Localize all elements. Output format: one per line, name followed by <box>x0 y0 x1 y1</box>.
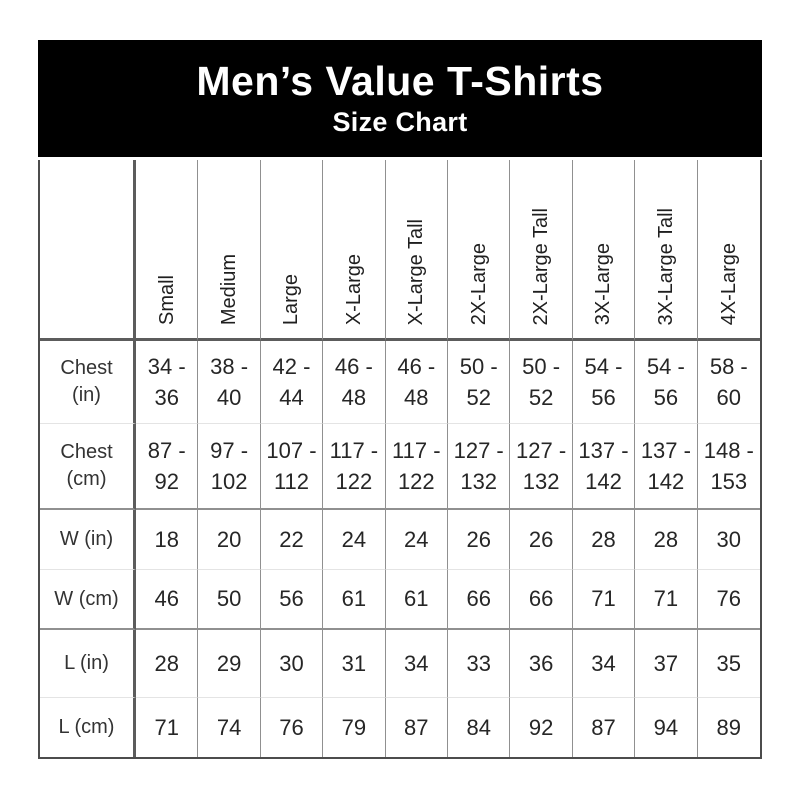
page-subtitle: Size Chart <box>332 107 468 138</box>
table-cell: 22 <box>260 510 324 570</box>
row-label: W (in) <box>40 510 136 570</box>
table-cell: 66 <box>510 570 573 630</box>
table-cell: 50 - 52 <box>448 341 511 424</box>
table-cell: 31 <box>323 630 386 698</box>
table-cell: 56 <box>260 570 324 630</box>
column-header: 3X-Large Tall <box>635 160 698 341</box>
column-header: X-Large <box>323 160 386 341</box>
column-header: Small <box>136 160 199 341</box>
title-banner: Men’s Value T-Shirts Size Chart <box>38 40 762 157</box>
table-cell: 50 <box>198 570 261 630</box>
table-cell: 29 <box>198 630 261 698</box>
table-cell: 26 <box>448 510 511 570</box>
table-cell: 92 <box>510 698 573 757</box>
table-cell: 137 - 142 <box>572 424 636 510</box>
table-cell: 24 <box>323 510 386 570</box>
table-cell: 137 - 142 <box>635 424 698 510</box>
table-cell: 76 <box>697 570 760 630</box>
row-label: L (cm) <box>40 698 136 757</box>
table-cell: 94 <box>635 698 698 757</box>
table-cell: 18 <box>136 510 199 570</box>
column-header-label: 2X-Large <box>467 242 490 325</box>
column-header: Medium <box>198 160 261 341</box>
table-cell: 148 - 153 <box>697 424 760 510</box>
table-cell: 117 - 122 <box>385 424 448 510</box>
column-header: X-Large Tall <box>385 160 448 341</box>
page-title: Men’s Value T-Shirts <box>196 58 604 105</box>
table-cell: 71 <box>635 570 698 630</box>
column-header: 2X-Large <box>448 160 511 341</box>
column-header-label: Small <box>155 274 178 325</box>
table-cell: 58 - 60 <box>697 341 760 424</box>
table-cell: 74 <box>198 698 261 757</box>
table-cell: 28 <box>572 510 636 570</box>
corner-cell <box>40 160 136 341</box>
row-label: L (in) <box>40 630 136 698</box>
table-cell: 42 - 44 <box>260 341 324 424</box>
table-cell: 54 - 56 <box>572 341 636 424</box>
table-cell: 28 <box>136 630 199 698</box>
table-cell: 61 <box>385 570 448 630</box>
column-header-label: 4X-Large <box>717 242 740 325</box>
column-header: 4X-Large <box>697 160 760 341</box>
table-cell: 54 - 56 <box>635 341 698 424</box>
table-cell: 46 - 48 <box>385 341 448 424</box>
column-header-label: X-Large <box>342 253 365 325</box>
table-cell: 84 <box>448 698 511 757</box>
table-cell: 24 <box>385 510 448 570</box>
row-label: Chest (cm) <box>40 424 136 510</box>
table-cell: 89 <box>716 714 742 740</box>
row-label: Chest (in) <box>40 341 136 424</box>
column-header-label: 2X-Large Tall <box>530 207 553 325</box>
table-cell: 33 <box>448 630 511 698</box>
table-cell: 107 - 112 <box>260 424 324 510</box>
table-cell: 46 - 48 <box>323 341 386 424</box>
table-cell: 61 <box>323 570 386 630</box>
table-cell: 66 <box>448 570 511 630</box>
column-header: Large <box>260 160 324 341</box>
table-cell: 71 <box>136 698 199 757</box>
column-header: 2X-Large Tall <box>510 160 573 341</box>
table-cell: 26 <box>510 510 573 570</box>
table-cell: 87 <box>386 698 448 757</box>
table-cell: 46 <box>136 570 199 630</box>
size-table: Small Medium Large X-Large X-Large Tall 2X-La… <box>38 160 762 759</box>
column-header-label: 3X-Large Tall <box>654 207 677 325</box>
table-cell: 37 <box>635 630 698 698</box>
column-header: 3X-Large <box>572 160 636 341</box>
column-header-label: X-Large Tall <box>405 218 428 325</box>
table-cell: 20 <box>198 510 261 570</box>
table-cell: 34 <box>572 630 636 698</box>
table-cell: 97 - 102 <box>198 424 261 510</box>
table-cell: 127 - 132 <box>510 424 573 510</box>
table-cell: 87 - 92 <box>136 424 199 510</box>
size-chart-content: Men’s Value T-Shirts Size Chart Small Med… <box>38 40 762 759</box>
table-cell: 50 - 52 <box>510 341 573 424</box>
column-header-label: 3X-Large <box>592 242 615 325</box>
table-cell: 79 <box>323 698 386 757</box>
column-header-label: Medium <box>218 253 241 325</box>
table-cell: 28 <box>635 510 698 570</box>
table-cell: 117 - 122 <box>323 424 386 510</box>
table-cell: 71 <box>572 570 636 630</box>
table-cell: 35 <box>697 630 760 698</box>
table-cell: 87 <box>573 698 636 757</box>
table-cell: 30 <box>697 510 760 570</box>
table-cell: 36 <box>510 630 573 698</box>
table-cell: 30 <box>260 630 324 698</box>
column-header-label: Large <box>280 273 303 325</box>
table-cell: 38 - 40 <box>198 341 261 424</box>
table-cell: 34 - 36 <box>136 341 199 424</box>
table-cell: 76 <box>261 698 324 757</box>
row-label: W (cm) <box>40 570 136 630</box>
table-cell: 127 - 132 <box>448 424 511 510</box>
table-cell: 34 <box>385 630 448 698</box>
